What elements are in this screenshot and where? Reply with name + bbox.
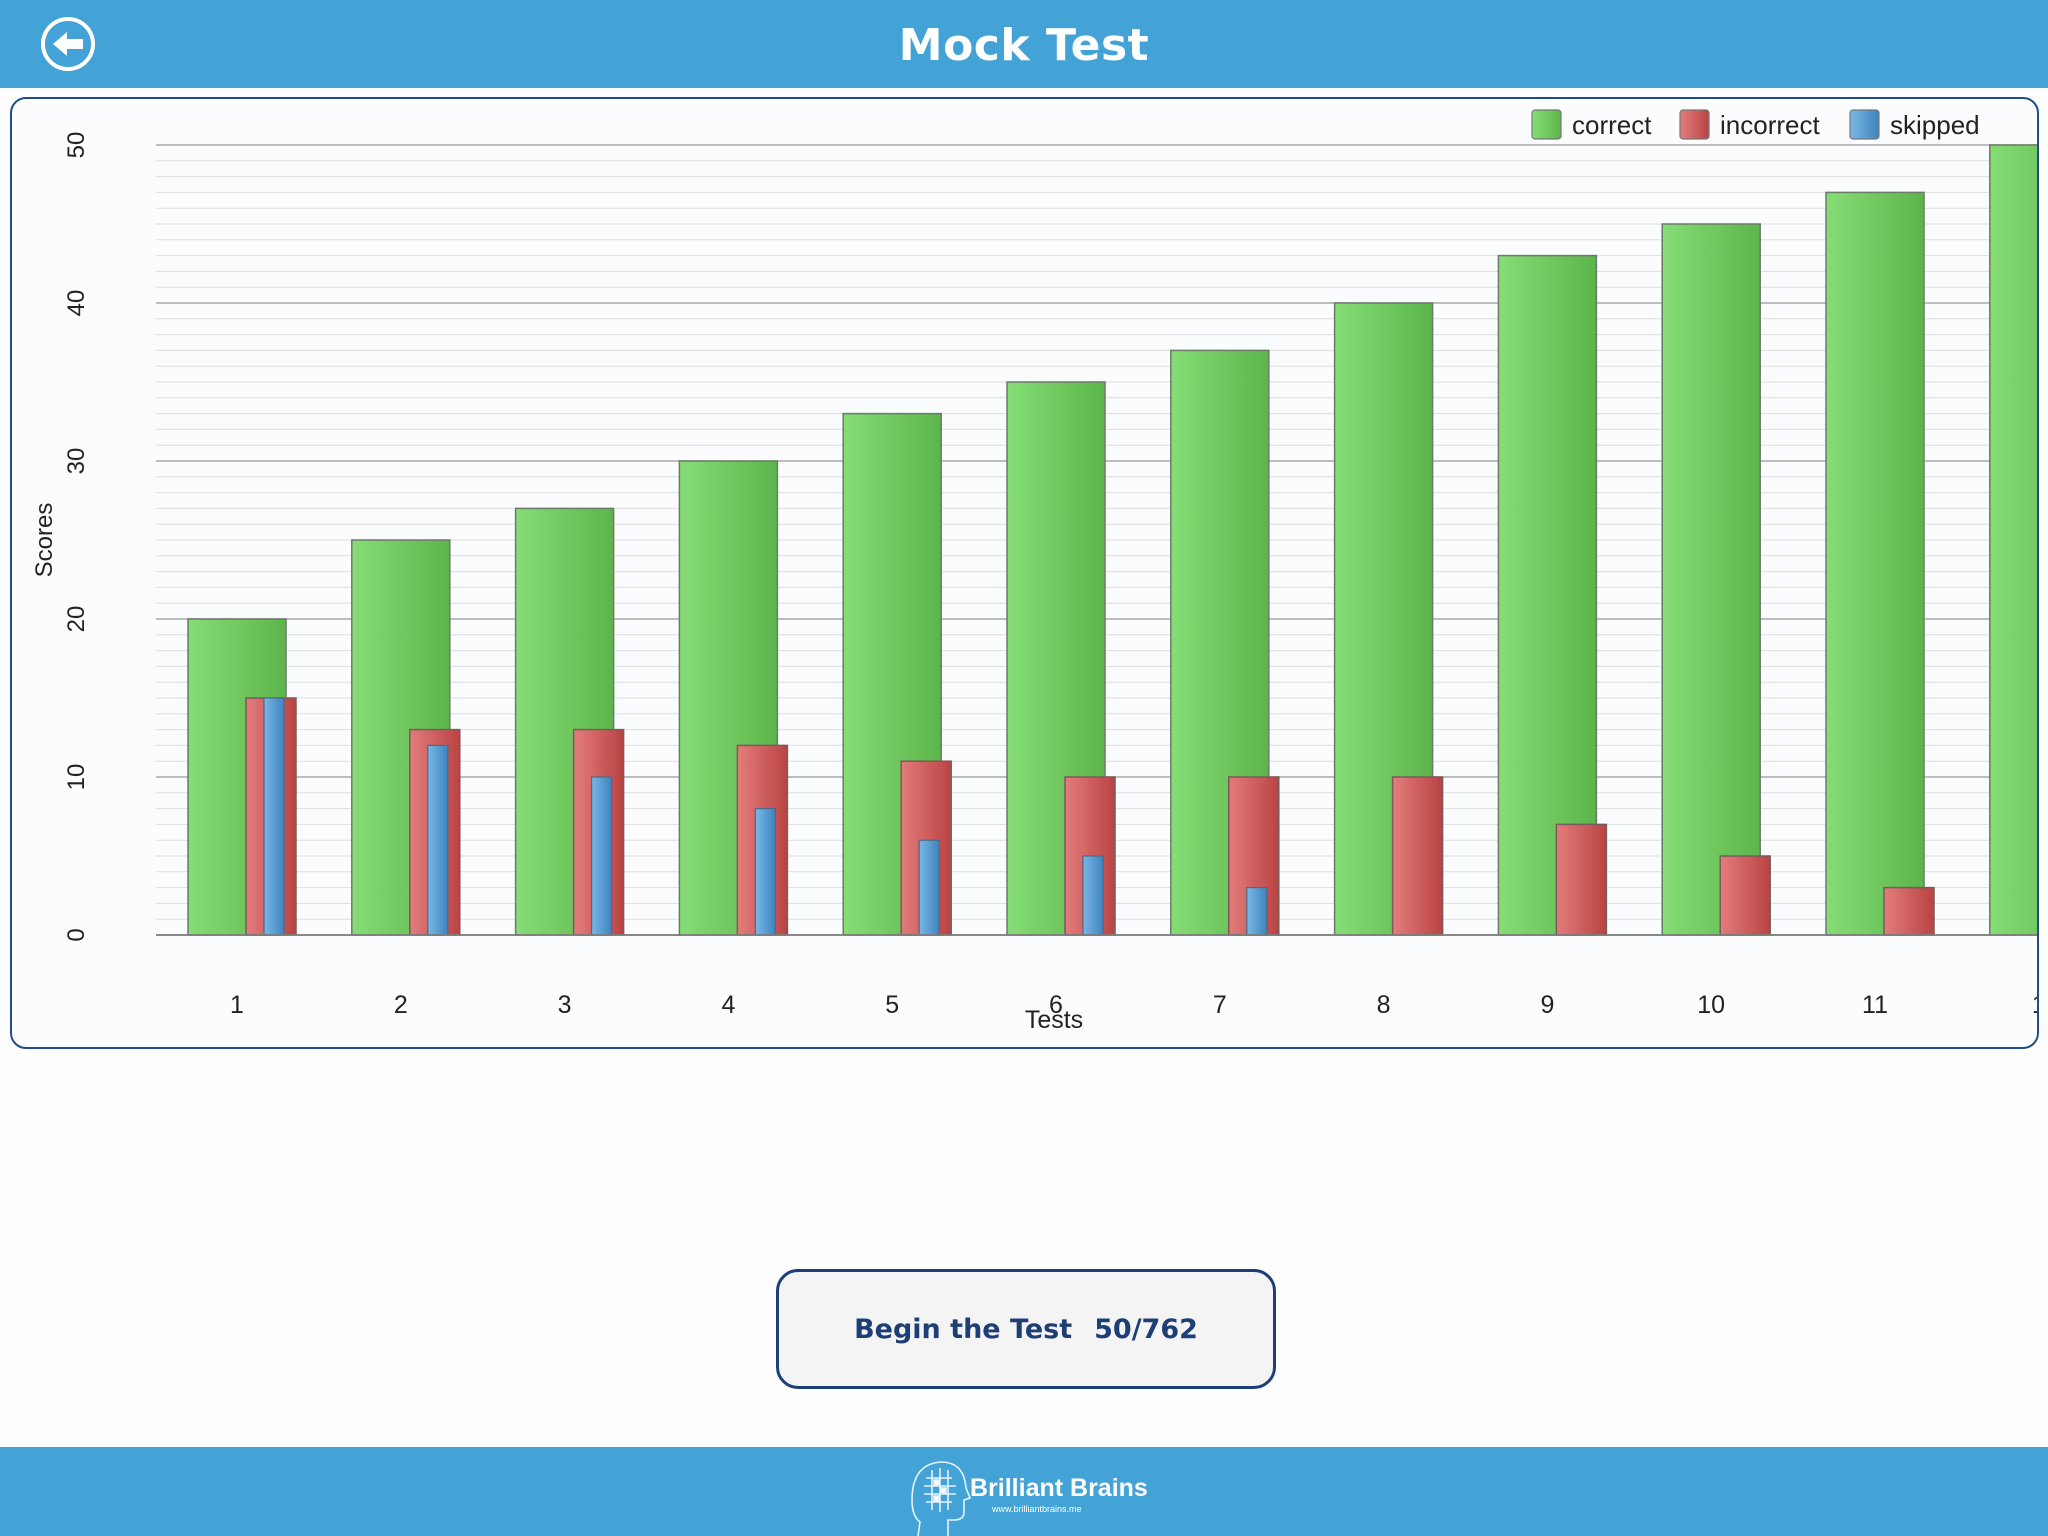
bar-incorrect [1555,823,1608,936]
bar-correct [1989,144,2037,936]
begin-test-text: Begin the Test [854,1313,1073,1345]
x-tick-label: 5 [885,991,899,1019]
bar-correct [1825,191,1925,936]
legend-swatch-skipped [1849,109,1880,140]
x-tick-label: 6 [1049,991,1063,1019]
bar-skipped [1246,886,1268,936]
x-axis-label: Tests [1025,1006,1083,1034]
x-tick-label: 1 [2032,991,2037,1019]
x-tick-label: 2 [394,991,408,1019]
x-tick-label: 7 [1213,991,1227,1019]
x-tick-label: 10 [1697,991,1725,1019]
bar-incorrect [1719,855,1771,936]
bar-skipped [918,839,940,936]
bar-correct [1497,254,1598,936]
y-tick-label: 40 [63,290,90,317]
y-axis-label: Scores [31,503,58,578]
legend-label-skipped: skipped [1890,110,1980,140]
bar-skipped [1082,855,1104,936]
bar-skipped [590,776,613,936]
bar-skipped [427,744,449,936]
x-tick-label: 3 [558,991,572,1019]
bar-incorrect [1391,776,1444,936]
brain-head-logo [911,1461,972,1536]
bottom-bar [0,1447,2048,1536]
begin-test-button[interactable]: Begin the Test 50/762 [776,1269,1276,1389]
y-tick-label: 20 [63,606,90,633]
y-tick-label: 50 [63,132,90,159]
y-tick-label: 10 [63,764,90,791]
legend-label-incorrect: incorrect [1720,110,1820,140]
question-count: 50/762 [1094,1313,1198,1345]
legend-swatch-incorrect [1679,109,1710,140]
brand-name: Brilliant Brains [970,1474,1148,1502]
bar-skipped [263,697,285,936]
x-tick-label: 1 [230,991,244,1019]
x-tick-label: 8 [1377,991,1391,1019]
x-tick-label: 4 [721,991,735,1019]
legend-label-correct: correct [1572,110,1652,140]
top-bar [0,0,2048,88]
arrow-left-circle-icon [41,17,95,71]
x-tick-label: 9 [1540,991,1554,1019]
y-tick-label: 0 [63,928,90,941]
x-tick-label: 11 [1862,991,1888,1019]
chart-panel: 01020304050Scores12345678910111Tests cor… [10,97,2039,1049]
brand-logo: Brilliant Brains www.brilliantbrains.me [911,1461,1148,1536]
y-tick-label: 30 [63,448,90,475]
bar-correct [1661,223,1761,936]
legend-swatch-correct [1531,109,1562,140]
score-chart: 01020304050Scores12345678910111Tests cor… [31,109,2037,1034]
back-button[interactable] [40,16,96,72]
brand-url: www.brilliantbrains.me [991,1504,1082,1514]
begin-test-label: Begin the Test 50/762 [779,1272,1273,1386]
page-title: Mock Test [898,20,1150,71]
bar-correct [1170,349,1270,936]
bar-skipped [754,807,777,936]
bar-incorrect [1883,886,1935,936]
